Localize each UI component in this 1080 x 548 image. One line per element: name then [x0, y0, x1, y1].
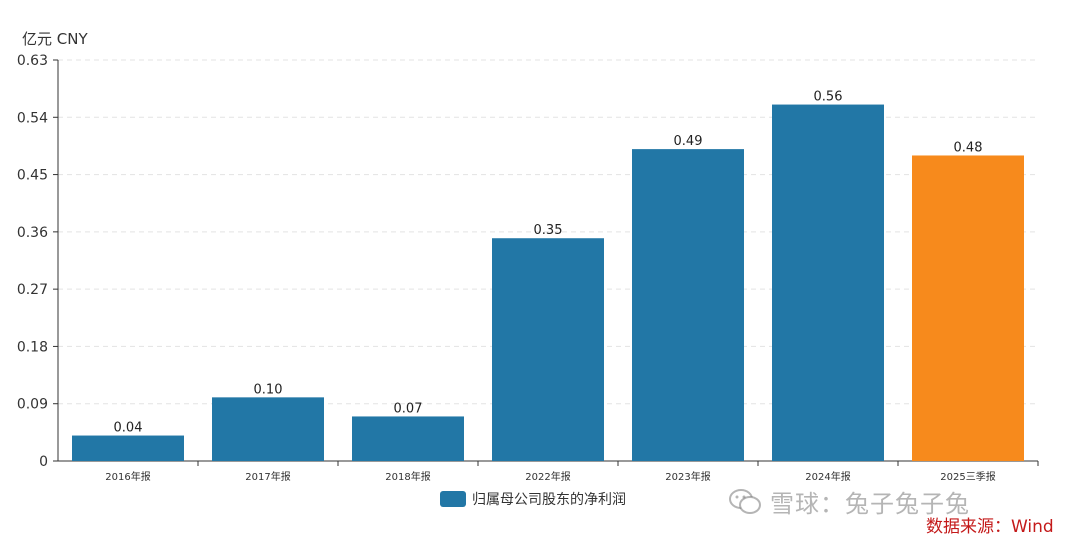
y-axis-unit-label: 亿元 CNY: [22, 30, 88, 48]
data-label: 0.04: [114, 421, 143, 436]
watermark-text: 雪球：兔子兔子兔: [770, 490, 970, 518]
y-tick-label: 0.63: [17, 53, 48, 69]
legend-label: 归属母公司股东的净利润: [472, 492, 626, 508]
data-label: 0.35: [534, 223, 563, 238]
data-label: 0.10: [254, 382, 283, 397]
bar: [632, 149, 744, 461]
y-tick-label: 0: [39, 454, 48, 470]
y-tick-label: 0.36: [17, 225, 48, 241]
bar: [772, 104, 884, 462]
data-label: 0.56: [814, 90, 843, 105]
y-tick-label: 0.54: [17, 110, 48, 126]
bar: [72, 435, 184, 461]
legend-swatch: [440, 491, 466, 507]
watermark: 雪球：兔子兔子兔: [728, 484, 970, 519]
legend[interactable]: 归属母公司股东的净利润: [440, 489, 626, 509]
x-tick-label: 2025三季报: [940, 470, 995, 483]
bar: [912, 155, 1024, 461]
x-tick-label: 2022年报: [525, 470, 570, 483]
data-label: 0.07: [394, 401, 423, 416]
data-label: 0.49: [674, 134, 703, 149]
x-tick-label: 2018年报: [385, 470, 430, 483]
x-tick-label: 2017年报: [245, 470, 290, 483]
y-tick-label: 0.27: [17, 282, 48, 298]
source-text: 数据来源：Wind: [926, 517, 1054, 537]
x-tick-label: 2024年报: [805, 470, 850, 483]
bar: [352, 416, 464, 461]
y-tick-label: 0.45: [17, 168, 48, 184]
x-tick-label: 2016年报: [105, 470, 150, 483]
y-tick-label: 0.18: [17, 339, 48, 355]
data-label: 0.48: [954, 140, 983, 155]
wechat-icon: [729, 488, 761, 514]
x-tick-label: 2023年报: [665, 470, 710, 483]
bar: [212, 397, 324, 461]
y-tick-label: 0.09: [17, 397, 48, 413]
bar: [492, 238, 604, 461]
